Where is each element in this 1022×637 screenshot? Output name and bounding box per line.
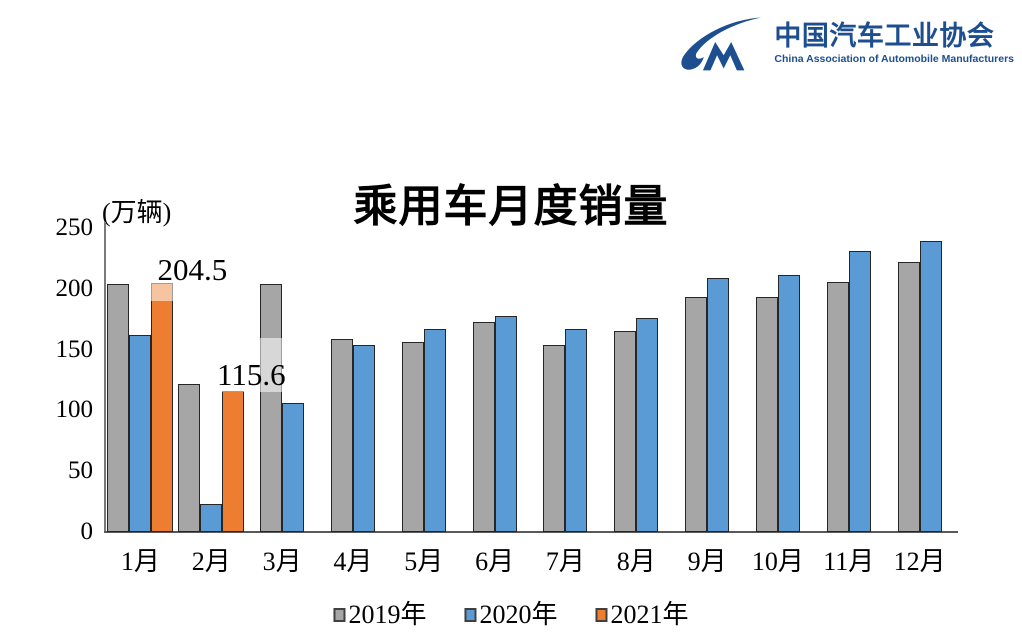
bar-2020年-12月 xyxy=(919,241,942,532)
y-tick-250: 250 xyxy=(55,214,94,241)
month-group-1月 xyxy=(105,228,176,532)
x-label-3月: 3月 xyxy=(262,547,302,576)
y-axis-unit-label: (万辆) xyxy=(102,198,172,227)
bars-layer xyxy=(105,228,955,532)
logo-org-name-cn: 中国汽车工业协会 xyxy=(774,20,995,51)
x-label-4月: 4月 xyxy=(333,547,373,576)
data-label-115.6: 115.6 xyxy=(202,338,301,393)
bar-2019年-9月 xyxy=(685,297,708,532)
y-axis-line xyxy=(104,222,106,533)
legend-swatch-icon xyxy=(333,608,346,622)
y-tick-150: 150 xyxy=(55,335,94,363)
month-group-12月 xyxy=(884,228,955,532)
month-group-2月 xyxy=(176,228,247,532)
month-group-5月 xyxy=(388,228,459,532)
bar-2019年-3月 xyxy=(260,283,283,532)
cam-cm-logo-icon xyxy=(681,17,762,71)
legend-label: 2019年 xyxy=(348,600,427,629)
y-tick-100: 100 xyxy=(55,396,94,424)
x-label-6月: 6月 xyxy=(475,547,515,576)
logo-text: 中国汽车工业协会 China Association of Automobile… xyxy=(774,21,1014,66)
bar-2020年-2月 xyxy=(200,504,223,532)
legend-item-2021年: 2021年 xyxy=(595,600,689,629)
legend-swatch-icon xyxy=(595,608,608,622)
x-label-9月: 9月 xyxy=(687,547,727,576)
legend-item-2020年: 2020年 xyxy=(464,600,558,629)
bar-2019年-11月 xyxy=(826,281,849,532)
x-label-5月: 5月 xyxy=(404,547,444,576)
month-group-10月 xyxy=(742,228,813,532)
x-label-12月: 12月 xyxy=(893,547,946,576)
legend: 2019年 2020年 2021年 xyxy=(333,600,689,629)
bar-2020年-11月 xyxy=(848,251,871,532)
x-label-11月: 11月 xyxy=(823,547,875,576)
x-label-2月: 2月 xyxy=(191,547,231,576)
month-group-4月 xyxy=(317,228,388,532)
bar-2020年-3月 xyxy=(282,403,305,532)
month-group-9月 xyxy=(672,228,743,532)
legend-item-2019年: 2019年 xyxy=(333,601,426,629)
bar-2020年-7月 xyxy=(565,328,588,532)
x-label-1月: 1月 xyxy=(120,547,160,576)
logo-org-name-en: China Association of Automobile Manufact… xyxy=(774,52,1014,65)
x-label-7月: 7月 xyxy=(545,547,585,576)
y-tick-0: 0 xyxy=(80,518,94,545)
x-label-8月: 8月 xyxy=(616,547,656,576)
month-group-7月 xyxy=(530,228,601,532)
bar-2020年-4月 xyxy=(352,344,375,532)
bar-2019年-10月 xyxy=(755,297,778,532)
bar-2019年-2月 xyxy=(178,383,201,532)
bar-2019年-8月 xyxy=(614,331,637,532)
bar-2020年-6月 xyxy=(494,315,517,532)
month-group-11月 xyxy=(813,228,884,532)
bar-2019年-7月 xyxy=(543,344,566,532)
month-group-8月 xyxy=(601,228,672,532)
bar-2019年-6月 xyxy=(472,321,495,532)
cam-logo: 中国汽车工业协会 China Association of Automobile… xyxy=(670,10,1014,76)
y-tick-200: 200 xyxy=(55,274,94,302)
bar-2020年-5月 xyxy=(423,328,446,532)
bar-2020年-1月 xyxy=(129,335,152,532)
legend-swatch-icon xyxy=(464,608,477,622)
month-group-6月 xyxy=(459,228,530,532)
legend-label: 2021年 xyxy=(610,600,689,629)
bar-2019年-1月 xyxy=(107,283,130,532)
data-label-204.5: 204.5 xyxy=(146,253,239,302)
y-tick-50: 50 xyxy=(68,457,93,485)
x-label-10月: 10月 xyxy=(751,547,804,576)
plot-area: 0 50 100 150 200 250 1月 2月 3月 4月 5月 6月 7月 8月 9月 10月 11月… xyxy=(56,214,958,576)
bar-2019年-12月 xyxy=(897,262,920,532)
x-axis-line xyxy=(104,531,958,533)
bar-2020年-9月 xyxy=(707,277,730,532)
chart-title: 乘用车月度销量 xyxy=(353,182,669,231)
bar-2020年-10月 xyxy=(777,275,800,532)
bar-2020年-8月 xyxy=(636,318,659,532)
bar-2021年-1月 xyxy=(151,283,174,532)
bar-2021年-2月 xyxy=(222,391,245,532)
bar-2019年-5月 xyxy=(401,342,424,532)
legend-label: 2020年 xyxy=(479,600,558,629)
bar-2019年-4月 xyxy=(330,338,353,532)
